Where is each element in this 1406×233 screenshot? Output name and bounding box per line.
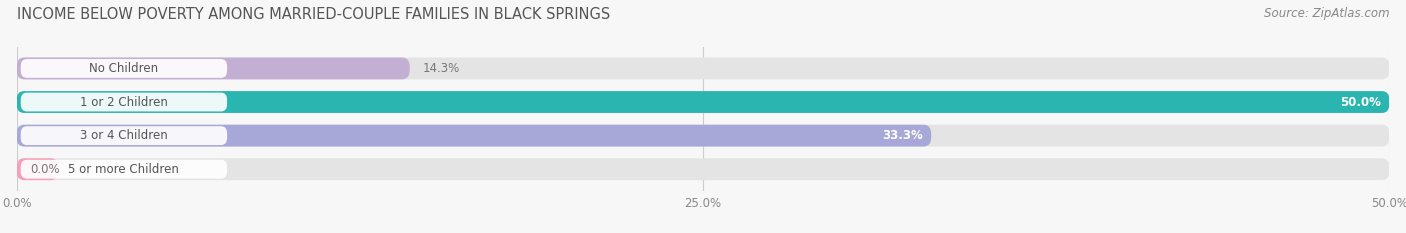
FancyBboxPatch shape <box>17 91 1389 113</box>
Text: 1 or 2 Children: 1 or 2 Children <box>80 96 167 109</box>
FancyBboxPatch shape <box>17 158 59 180</box>
FancyBboxPatch shape <box>21 93 228 111</box>
Text: 5 or more Children: 5 or more Children <box>69 163 180 176</box>
FancyBboxPatch shape <box>17 158 1389 180</box>
Text: 3 or 4 Children: 3 or 4 Children <box>80 129 167 142</box>
FancyBboxPatch shape <box>17 125 1389 147</box>
Text: 50.0%: 50.0% <box>1340 96 1381 109</box>
FancyBboxPatch shape <box>17 58 1389 79</box>
FancyBboxPatch shape <box>17 125 931 147</box>
FancyBboxPatch shape <box>21 126 228 145</box>
Text: 33.3%: 33.3% <box>882 129 922 142</box>
Text: Source: ZipAtlas.com: Source: ZipAtlas.com <box>1264 7 1389 20</box>
Text: No Children: No Children <box>90 62 159 75</box>
FancyBboxPatch shape <box>21 160 228 179</box>
Text: INCOME BELOW POVERTY AMONG MARRIED-COUPLE FAMILIES IN BLACK SPRINGS: INCOME BELOW POVERTY AMONG MARRIED-COUPL… <box>17 7 610 22</box>
FancyBboxPatch shape <box>21 59 228 78</box>
Text: 14.3%: 14.3% <box>423 62 460 75</box>
Text: 0.0%: 0.0% <box>31 163 60 176</box>
FancyBboxPatch shape <box>17 58 409 79</box>
FancyBboxPatch shape <box>17 91 1389 113</box>
